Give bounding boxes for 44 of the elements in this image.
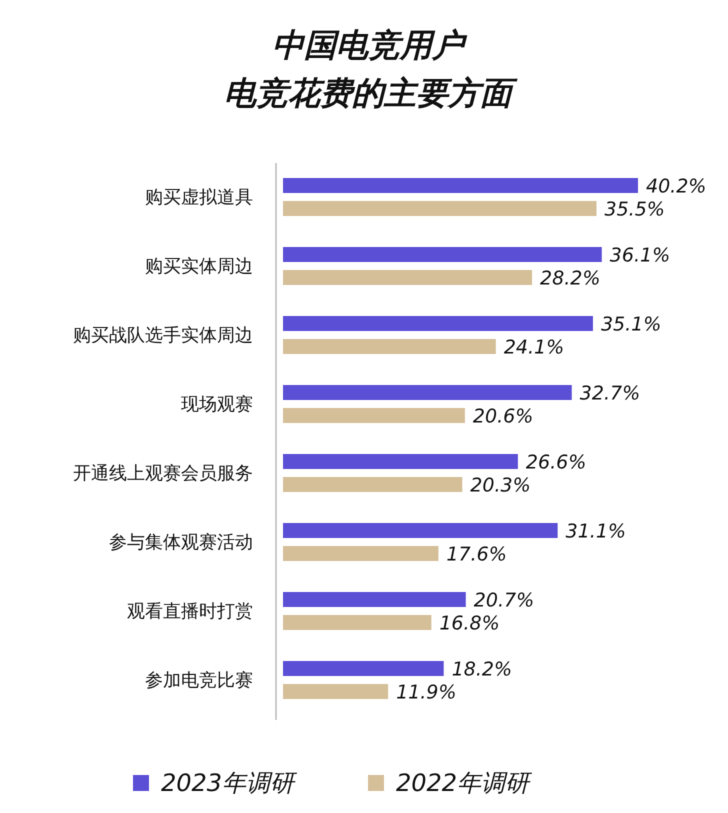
y-tick-label: 观看直播时打赏 [127,601,253,622]
bar [283,615,432,630]
data-label: 28.2% [540,268,600,290]
data-label: 18.2% [452,658,512,680]
data-label: 40.2% [646,176,706,198]
bar [283,385,572,400]
bar [283,247,602,262]
data-label: 20.3% [470,474,531,496]
bar [283,408,465,423]
chart-subtitle: 电竞花费的主要方面 [224,74,518,112]
data-label: 35.5% [604,198,665,220]
legend-label: 2022年调研 [396,769,532,797]
y-tick-label: 购买战队选手实体周边 [73,325,253,346]
data-label: 32.7% [580,382,640,404]
y-tick-label: 购买虚拟道具 [145,187,253,208]
bar [283,592,466,607]
bar [283,201,596,216]
data-label: 16.8% [439,612,500,634]
data-label: 26.6% [526,452,586,474]
y-tick-label: 开通线上观赛会员服务 [73,463,253,484]
data-label: 20.7% [474,590,534,612]
bar [283,546,438,561]
legend-label: 2023年调研 [161,769,298,797]
y-tick-label: 购买实体周边 [145,256,253,277]
bar [283,477,462,492]
chart-title: 中国电竞用户 [272,26,468,64]
bar [283,316,593,331]
data-label: 17.6% [446,544,507,566]
y-tick-label: 参与集体观赛活动 [109,532,253,553]
bar [283,454,518,469]
bar [283,178,638,193]
bar [283,684,388,699]
bar [283,661,444,676]
data-label: 36.1% [610,244,670,266]
data-label: 24.1% [504,336,564,358]
data-label: 31.1% [566,520,626,542]
data-label: 20.6% [472,406,534,428]
data-label: 35.1% [600,314,662,336]
y-tick-label: 现场观赛 [181,394,253,415]
bar [283,523,558,538]
y-tick-label: 参加电竞比赛 [145,670,253,691]
data-label: 11.9% [396,682,456,704]
bar [283,270,532,285]
bar [283,339,496,354]
